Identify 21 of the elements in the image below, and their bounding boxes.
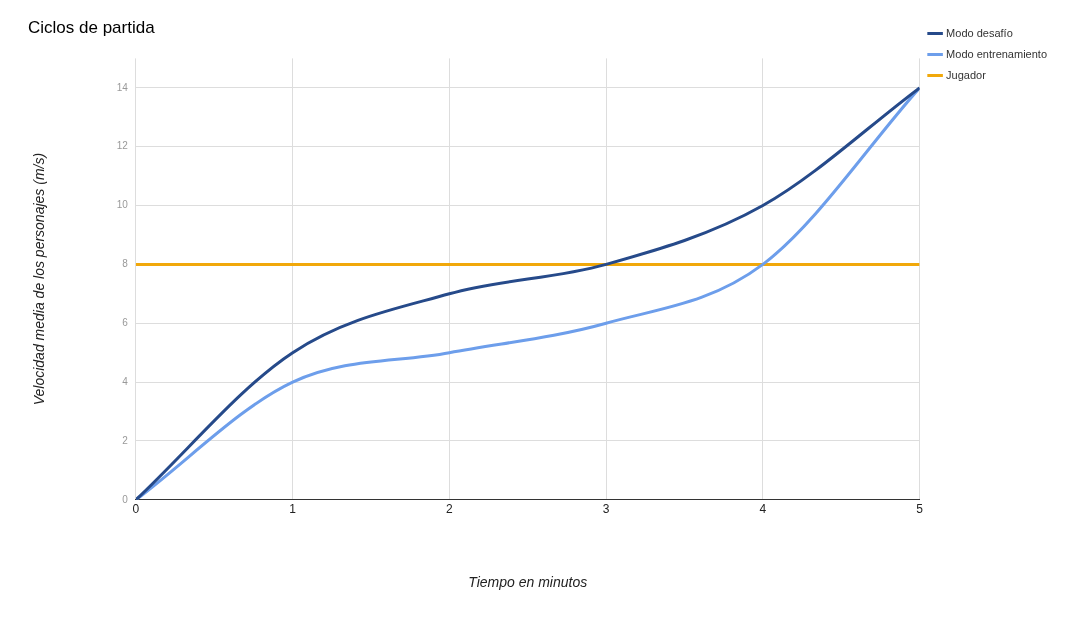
y-tick-label: 0 [122,493,129,505]
y-tick-label: 6 [122,316,129,328]
y-tick-label: 10 [116,199,129,211]
legend-label: Modo entrenamiento [946,47,1048,60]
y-tick-label: 8 [122,258,129,270]
y-tick-label: 14 [116,81,129,93]
x-tick-label: 1 [289,502,297,517]
chart-title: Ciclos de partida [28,17,156,37]
x-tick-label: 3 [602,502,610,517]
y-tick-label: 2 [122,434,129,446]
y-axis-title: Velocidad media de los personajes (m/s) [31,152,48,406]
x-tick-label: 2 [446,502,454,517]
x-axis-title: Tiempo en minutos [468,574,588,591]
y-tick-label: 12 [116,140,129,152]
x-tick-label: 0 [132,502,140,517]
y-tick-label: 4 [122,375,129,387]
legend-label: Jugador [946,68,987,81]
x-tick-label: 5 [916,502,924,517]
line-series [135,86,920,500]
x-tick-label: 4 [759,502,767,517]
legend-label: Modo desafío [946,26,1013,39]
